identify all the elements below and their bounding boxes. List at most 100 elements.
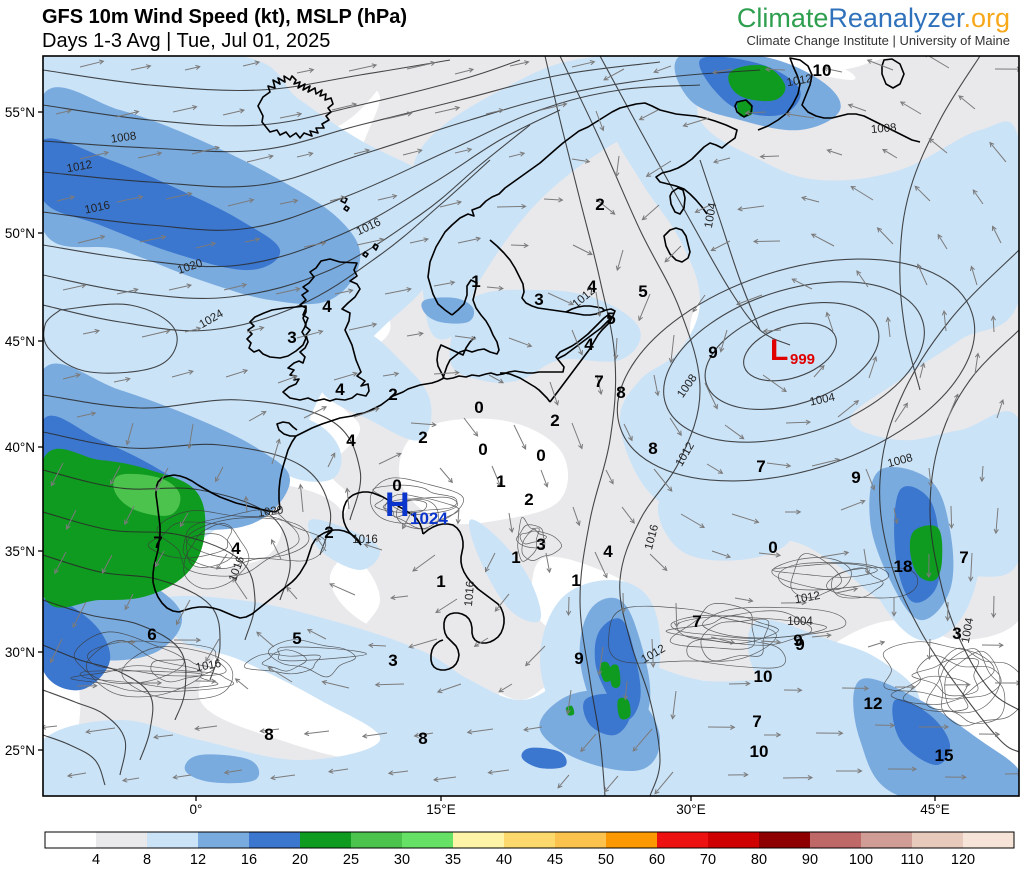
svg-text:30°E: 30°E: [676, 802, 705, 817]
svg-text:30°N: 30°N: [5, 645, 35, 660]
svg-text:7: 7: [752, 712, 761, 731]
svg-text:60: 60: [649, 852, 665, 868]
svg-text:3: 3: [287, 328, 296, 347]
svg-text:1016: 1016: [195, 658, 222, 674]
svg-text:25°N: 25°N: [5, 743, 35, 758]
svg-text:1012: 1012: [66, 159, 93, 175]
svg-text:25: 25: [343, 852, 359, 868]
svg-text:55°N: 55°N: [5, 105, 35, 120]
svg-text:20: 20: [292, 852, 308, 868]
svg-text:35: 35: [445, 852, 461, 868]
svg-text:70: 70: [700, 852, 716, 868]
svg-text:1020: 1020: [257, 504, 284, 519]
svg-text:0: 0: [474, 398, 483, 417]
svg-text:2: 2: [388, 385, 397, 404]
svg-text:L: L: [770, 334, 788, 367]
svg-text:5: 5: [606, 309, 615, 328]
svg-text:4: 4: [346, 431, 356, 450]
svg-text:9: 9: [708, 343, 717, 362]
svg-text:1008: 1008: [870, 122, 897, 136]
svg-text:0: 0: [478, 440, 487, 459]
svg-text:4: 4: [584, 335, 594, 354]
svg-text:50: 50: [598, 852, 614, 868]
svg-text:8: 8: [616, 383, 625, 402]
svg-text:5: 5: [638, 282, 647, 301]
svg-text:4: 4: [603, 542, 613, 561]
svg-text:12: 12: [864, 694, 883, 713]
svg-text:9: 9: [795, 635, 804, 654]
svg-text:4: 4: [92, 852, 100, 868]
svg-text:45°N: 45°N: [5, 334, 35, 349]
svg-text:15°E: 15°E: [426, 802, 455, 817]
svg-text:1004: 1004: [809, 391, 837, 408]
svg-text:120: 120: [951, 852, 975, 868]
svg-text:1: 1: [496, 472, 505, 491]
svg-text:8: 8: [648, 439, 657, 458]
svg-text:6: 6: [147, 625, 156, 644]
svg-text:18: 18: [894, 557, 913, 576]
svg-text:4: 4: [322, 297, 332, 316]
svg-text:1: 1: [436, 572, 445, 591]
svg-text:4: 4: [231, 539, 241, 558]
svg-text:1012: 1012: [786, 73, 813, 89]
svg-text:30: 30: [394, 852, 410, 868]
svg-text:2: 2: [550, 411, 559, 430]
svg-text:2: 2: [595, 195, 604, 214]
svg-text:10: 10: [754, 667, 773, 686]
svg-text:9: 9: [851, 468, 860, 487]
svg-text:45°E: 45°E: [920, 802, 949, 817]
svg-text:1004: 1004: [960, 616, 976, 644]
svg-text:10: 10: [813, 61, 832, 80]
svg-text:4: 4: [335, 380, 345, 399]
svg-text:7: 7: [692, 612, 701, 631]
svg-text:1016: 1016: [352, 534, 378, 546]
svg-text:40: 40: [496, 852, 512, 868]
svg-text:4: 4: [587, 277, 597, 296]
svg-text:80: 80: [751, 852, 767, 868]
svg-text:7: 7: [959, 548, 968, 567]
svg-text:1016: 1016: [84, 200, 112, 217]
svg-text:0: 0: [392, 476, 401, 495]
svg-text:90: 90: [802, 852, 818, 868]
svg-text:100: 100: [849, 852, 873, 868]
svg-text:1012: 1012: [794, 590, 821, 606]
svg-text:1008: 1008: [110, 130, 137, 145]
svg-text:8: 8: [418, 729, 427, 748]
svg-text:1: 1: [571, 571, 580, 590]
svg-text:7: 7: [594, 372, 603, 391]
svg-text:7: 7: [153, 533, 162, 552]
svg-text:9: 9: [793, 631, 802, 650]
svg-text:50°N: 50°N: [5, 226, 35, 241]
svg-text:35°N: 35°N: [5, 544, 35, 559]
svg-text:0: 0: [536, 446, 545, 465]
svg-text:2: 2: [524, 490, 533, 509]
svg-text:12: 12: [190, 852, 206, 868]
svg-text:2: 2: [324, 523, 333, 542]
svg-text:3: 3: [534, 290, 543, 309]
svg-text:8: 8: [264, 725, 273, 744]
svg-text:1016: 1016: [463, 580, 477, 607]
svg-text:1004: 1004: [787, 616, 813, 628]
svg-text:0: 0: [768, 538, 777, 557]
svg-text:3: 3: [952, 624, 961, 643]
svg-text:3: 3: [388, 651, 397, 670]
svg-text:16: 16: [241, 852, 257, 868]
svg-text:110: 110: [900, 852, 923, 868]
svg-text:0°: 0°: [190, 802, 203, 817]
svg-text:3: 3: [536, 535, 545, 554]
svg-text:7: 7: [756, 457, 765, 476]
svg-text:8: 8: [143, 852, 151, 868]
svg-text:5: 5: [292, 629, 301, 648]
svg-text:1004: 1004: [703, 201, 719, 229]
svg-text:999: 999: [790, 351, 815, 368]
svg-text:1024: 1024: [410, 509, 448, 528]
svg-text:H: H: [385, 486, 410, 524]
svg-text:9: 9: [574, 649, 583, 668]
svg-text:1: 1: [511, 548, 520, 567]
svg-text:2: 2: [418, 428, 427, 447]
svg-text:15: 15: [935, 746, 954, 765]
svg-text:10: 10: [750, 742, 769, 761]
svg-text:40°N: 40°N: [5, 440, 35, 455]
svg-text:1: 1: [471, 272, 480, 291]
svg-text:45: 45: [547, 852, 563, 868]
